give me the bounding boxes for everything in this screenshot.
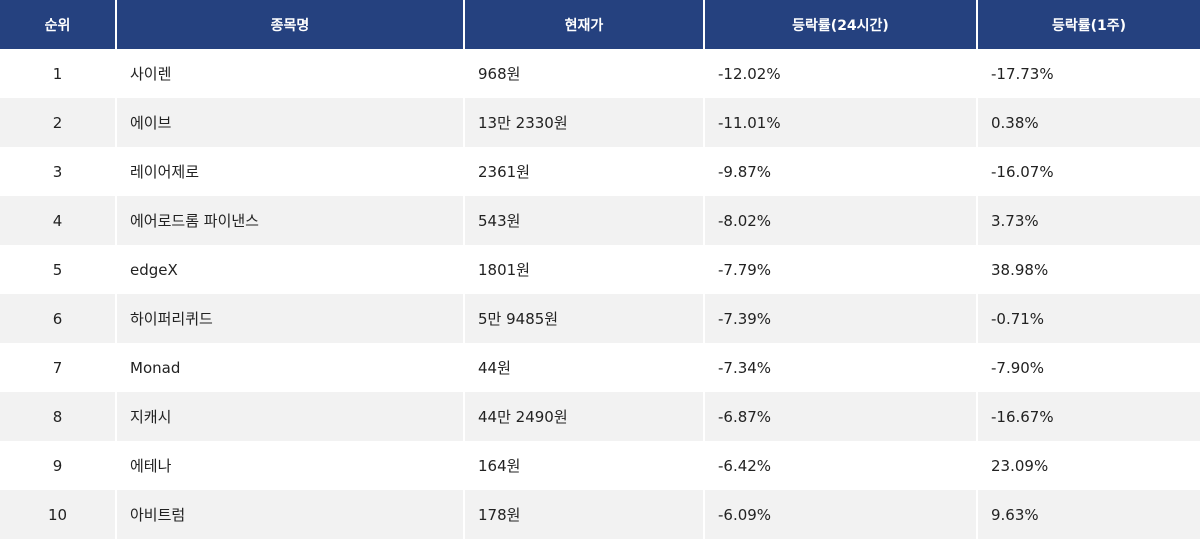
table-row: 10 아비트럼 178원 -6.09% 9.63% <box>0 490 1200 539</box>
table-row: 6 하이퍼리퀴드 5만 9485원 -7.39% -0.71% <box>0 294 1200 343</box>
rank-cell: 8 <box>0 392 116 441</box>
rank-cell: 6 <box>0 294 116 343</box>
change-24h-cell: -12.02% <box>703 49 977 98</box>
change-1w-cell: 38.98% <box>976 245 1200 294</box>
name-cell: 에이브 <box>115 98 464 147</box>
price-cell: 44원 <box>463 343 704 392</box>
price-cell: 543원 <box>463 196 704 245</box>
change-24h-cell: -6.09% <box>703 490 977 539</box>
change-1w-cell: -16.07% <box>976 147 1200 196</box>
name-cell: 아비트럼 <box>115 490 464 539</box>
name-cell: 에어로드롬 파이낸스 <box>115 196 464 245</box>
price-cell: 13만 2330원 <box>463 98 704 147</box>
change-1w-cell: -0.71% <box>976 294 1200 343</box>
name-cell: 사이렌 <box>115 49 464 98</box>
change-1w-cell: 0.38% <box>976 98 1200 147</box>
price-cell: 5만 9485원 <box>463 294 704 343</box>
table-row: 8 지캐시 44만 2490원 -6.87% -16.67% <box>0 392 1200 441</box>
change-1w-cell: 9.63% <box>976 490 1200 539</box>
rank-cell: 1 <box>52 64 63 83</box>
header-change-1w: 등락률(1주) <box>976 0 1200 49</box>
price-cell: 164원 <box>463 441 704 490</box>
table-row: 3 레이어제로 2361원 -9.87% -16.07% <box>0 147 1200 196</box>
change-24h-cell: -6.87% <box>703 392 977 441</box>
rank-cell: 3 <box>52 162 63 181</box>
header-rank: 순위 <box>0 0 116 49</box>
change-24h-cell: -7.39% <box>703 294 977 343</box>
change-1w-cell: 23.09% <box>976 441 1200 490</box>
change-1w-cell: -7.90% <box>976 343 1200 392</box>
header-name: 종목명 <box>115 0 464 49</box>
name-cell: 레이어제로 <box>115 147 464 196</box>
rank-cell: 10 <box>0 490 116 539</box>
name-cell: 지캐시 <box>115 392 464 441</box>
change-24h-cell: -9.87% <box>703 147 977 196</box>
table-row: 1 사이렌 968원 -12.02% -17.73% <box>0 49 1200 98</box>
change-1w-cell: -17.73% <box>976 49 1200 98</box>
name-cell: Monad <box>115 343 464 392</box>
price-cell: 968원 <box>463 49 704 98</box>
table-row: 5 edgeX 1801원 -7.79% 38.98% <box>0 245 1200 294</box>
change-1w-cell: 3.73% <box>976 196 1200 245</box>
header-change-24h: 등락률(24시간) <box>703 0 977 49</box>
price-cell: 44만 2490원 <box>463 392 704 441</box>
change-1w-cell: -16.67% <box>976 392 1200 441</box>
price-cell: 2361원 <box>463 147 704 196</box>
rank-cell: 5 <box>52 260 63 279</box>
name-cell: edgeX <box>115 245 464 294</box>
name-cell: 하이퍼리퀴드 <box>115 294 464 343</box>
rank-cell: 9 <box>52 456 63 475</box>
rank-cell: 7 <box>52 358 63 377</box>
price-cell: 1801원 <box>463 245 704 294</box>
table-row: 9 에테나 164원 -6.42% 23.09% <box>0 441 1200 490</box>
name-cell: 에테나 <box>115 441 464 490</box>
change-24h-cell: -7.34% <box>703 343 977 392</box>
price-cell: 178원 <box>463 490 704 539</box>
table-row: 2 에이브 13만 2330원 -11.01% 0.38% <box>0 98 1200 147</box>
table-row: 7 Monad 44원 -7.34% -7.90% <box>0 343 1200 392</box>
change-24h-cell: -8.02% <box>703 196 977 245</box>
table-row: 4 에어로드롬 파이낸스 543원 -8.02% 3.73% <box>0 196 1200 245</box>
change-24h-cell: -6.42% <box>703 441 977 490</box>
header-price: 현재가 <box>463 0 704 49</box>
table-header: 순위 종목명 현재가 등락률(24시간) 등락률(1주) <box>0 0 1200 49</box>
rank-cell: 4 <box>0 196 116 245</box>
rank-cell: 2 <box>0 98 116 147</box>
change-24h-cell: -7.79% <box>703 245 977 294</box>
change-24h-cell: -11.01% <box>703 98 977 147</box>
